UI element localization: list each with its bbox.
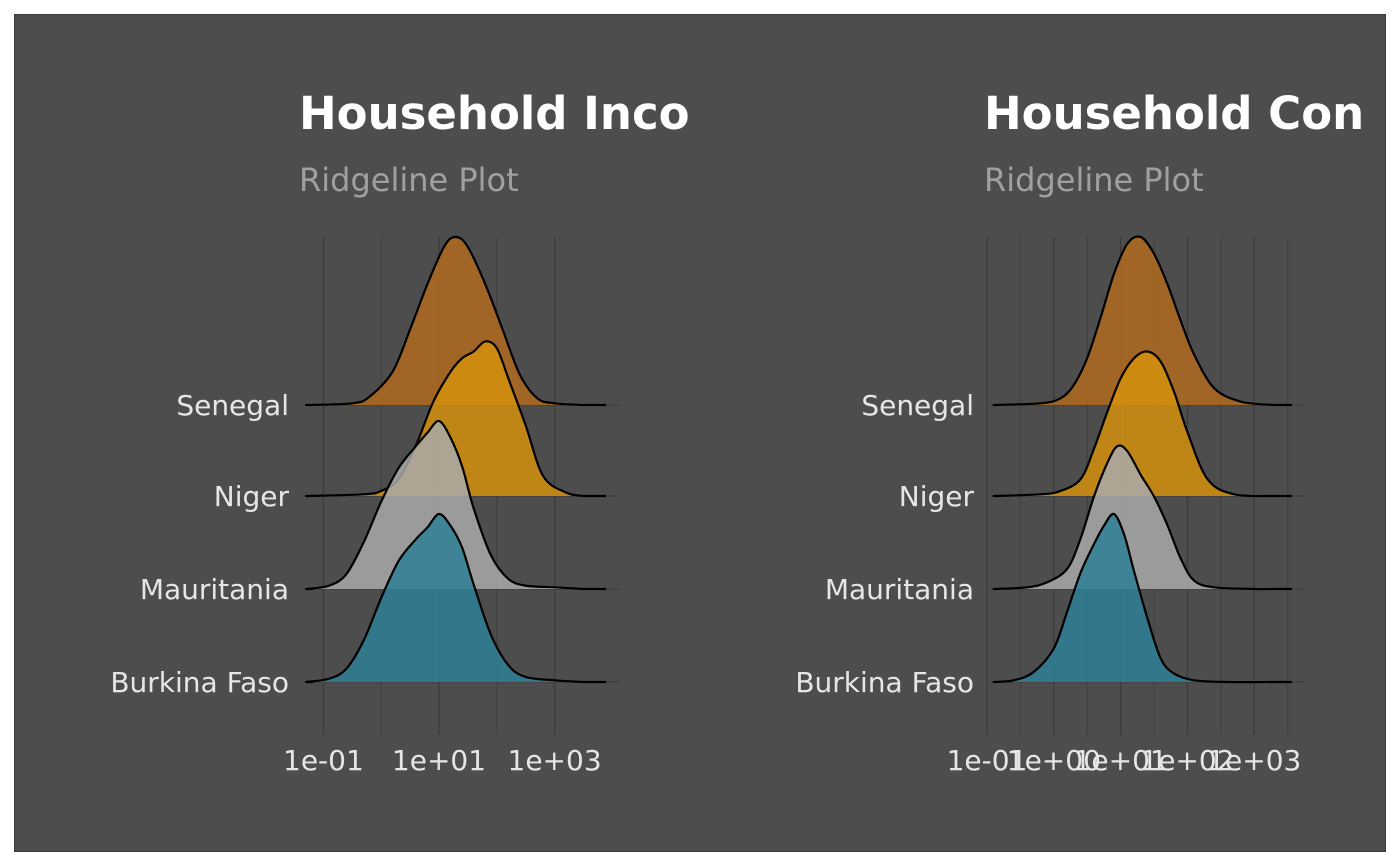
ridge-line-burkina-faso [304, 512, 606, 684]
x-tick-label: 1e+01 [1074, 744, 1168, 777]
category-label: Mauritania [140, 573, 289, 606]
ridge-area-niger [993, 351, 1292, 497]
ridge-area-mauritania [306, 420, 606, 589]
plot-background: Burkina Faso Mauritania Niger Senegal 1e-01 1… [14, 14, 1386, 852]
chart-subtitle: Ridgeline Plot [984, 161, 1204, 199]
chart-title: Household Inco [299, 87, 690, 140]
x-tick-label: 1e-01 [283, 744, 364, 777]
left-panel: Burkina Faso Mauritania Niger Senegal 1e-01 1… [110, 87, 689, 777]
x-tick-label: 1e+03 [1207, 744, 1301, 777]
ridge-area-mauritania [993, 445, 1292, 590]
right-panel: Burkina FasoMauritaniaNigerSenegal1e-011… [795, 87, 1364, 777]
ridge-area-niger [306, 341, 606, 496]
ridges [992, 235, 1292, 684]
chart-subtitle: Ridgeline Plot [299, 161, 519, 199]
x-tick-label: 1e+00 [1007, 744, 1101, 777]
ridge-area-senegal [993, 236, 1292, 405]
ridge-line-niger [992, 350, 1292, 498]
category-label: Niger [899, 480, 975, 513]
ridge-line-senegal [304, 235, 606, 407]
x-tick-label: 1e+03 [508, 744, 602, 777]
chart-title: Household Con [984, 87, 1364, 140]
category-label: Mauritania [825, 573, 974, 606]
ridges [304, 235, 606, 684]
x-tick-label: 1e+02 [1140, 744, 1234, 777]
ridge-line-mauritania [304, 419, 606, 591]
category-label: Burkina Faso [110, 666, 289, 699]
category-label: Senegal [176, 389, 289, 422]
ridge-line-senegal [992, 235, 1292, 407]
ridge-line-burkina-faso [992, 512, 1292, 684]
ridge-area-senegal [306, 236, 606, 405]
ridge-area-burkina-faso [993, 513, 1292, 683]
x-tick-label: 1e+01 [392, 744, 486, 777]
x-tick-label: 1e-01 [947, 744, 1028, 777]
category-label: Burkina Faso [795, 666, 974, 699]
category-label: Senegal [861, 389, 974, 422]
ridge-line-mauritania [992, 444, 1292, 591]
ridge-area-burkina-faso [306, 513, 606, 682]
category-label: Niger [214, 480, 290, 513]
